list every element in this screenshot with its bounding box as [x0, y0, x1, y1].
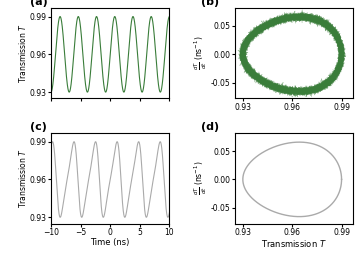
Y-axis label: Transmission $T$: Transmission $T$ — [17, 23, 28, 83]
Text: (c): (c) — [29, 122, 47, 132]
X-axis label: Transmission $T$: Transmission $T$ — [261, 238, 327, 249]
Y-axis label: $\frac{dT}{dt}$ (ns$^{-1}$): $\frac{dT}{dt}$ (ns$^{-1}$) — [193, 161, 209, 195]
X-axis label: Time (ns): Time (ns) — [91, 238, 130, 247]
Text: (b): (b) — [201, 0, 219, 7]
Text: (a): (a) — [29, 0, 47, 7]
Text: (d): (d) — [201, 122, 219, 132]
Y-axis label: Transmission $T$: Transmission $T$ — [17, 148, 28, 208]
Y-axis label: $\frac{dT}{dt}$ (ns$^{-1}$): $\frac{dT}{dt}$ (ns$^{-1}$) — [193, 36, 209, 70]
